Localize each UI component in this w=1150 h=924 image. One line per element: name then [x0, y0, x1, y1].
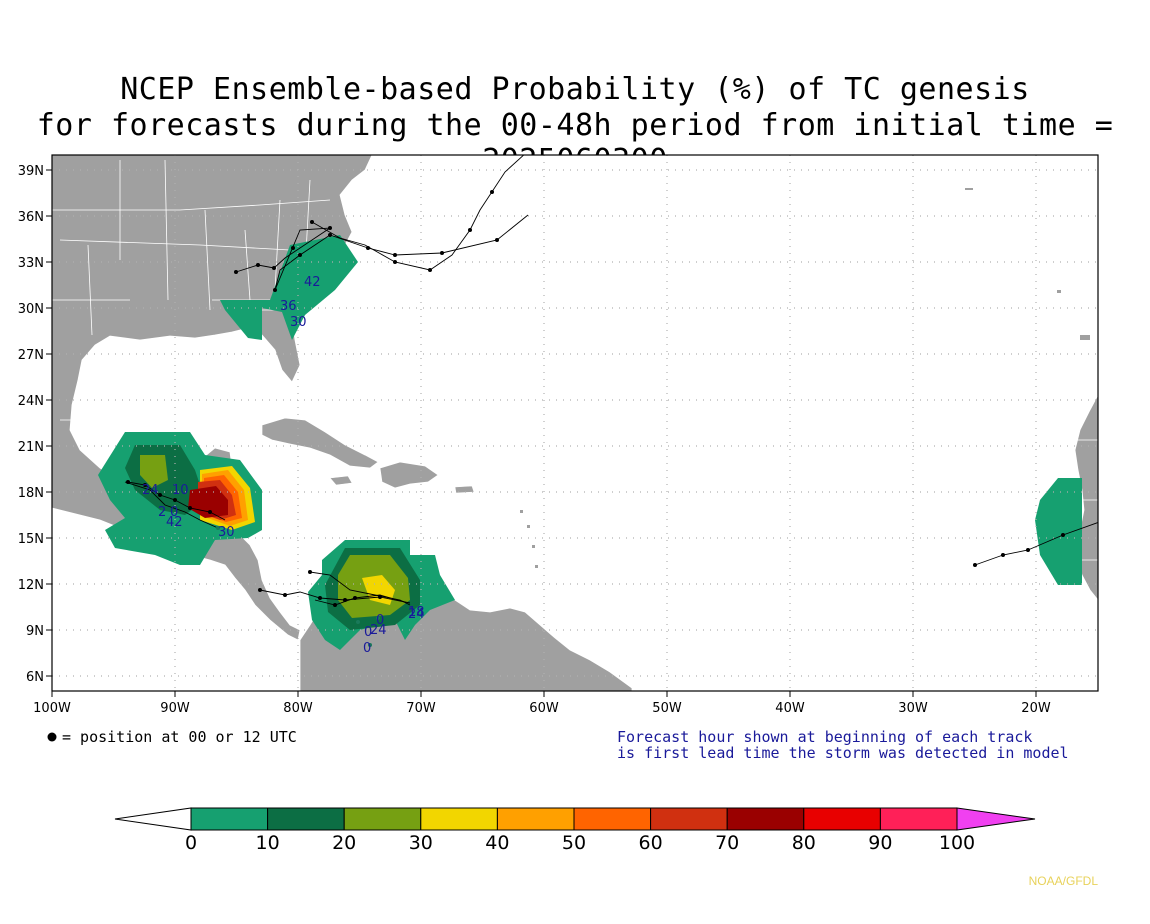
hour-label: 30 — [290, 315, 307, 330]
track-position-markers — [126, 190, 1065, 607]
colorbar-label: 0 — [185, 832, 197, 854]
lon-label: 60W — [529, 701, 559, 716]
colorbar-label: 10 — [256, 832, 280, 854]
lat-label: 6N — [26, 670, 44, 685]
colorbar-cell — [496, 807, 575, 831]
latitude-labels: 39N 36N 33N 30N 27N 24N 21N 18N 15N 12N … — [18, 164, 44, 685]
hour-label: 30 — [218, 525, 235, 540]
chart-subtitle: for forecasts during the 00-48h period f… — [36, 108, 1114, 178]
hour-label: 2 — [158, 505, 166, 520]
lon-label: 40W — [775, 701, 805, 716]
lat-label: 33N — [18, 256, 44, 271]
colorbar-label: 70 — [715, 832, 739, 854]
colorbar-cell — [343, 807, 422, 831]
colorbar-label: 20 — [332, 832, 356, 854]
lat-label: 21N — [18, 440, 44, 455]
lat-label: 36N — [18, 210, 44, 225]
lon-label: 100W — [33, 701, 71, 716]
axis-ticks — [46, 169, 1037, 697]
position-marker-icon — [47, 732, 57, 742]
longitude-labels: 100W 90W 80W 70W 60W 50W 40W 30W 20W — [33, 701, 1051, 716]
lat-label: 27N — [18, 348, 44, 363]
colorbar-cell — [267, 807, 345, 831]
colorbar-label: 30 — [409, 832, 433, 854]
hour-label: 24 — [370, 623, 387, 638]
hour-label: 18 — [408, 605, 425, 620]
colorbar-label: 100 — [939, 832, 975, 854]
lon-label: 50W — [652, 701, 682, 716]
hispaniola-land — [379, 461, 439, 489]
hour-label: 36 — [280, 299, 297, 314]
lat-label: 15N — [18, 532, 44, 547]
lon-label: 70W — [406, 701, 436, 716]
colorbar-high-arrow — [956, 807, 1036, 831]
hour-label: 0 — [363, 641, 371, 656]
cuba-land — [261, 417, 379, 469]
hour-label: 42 — [166, 515, 183, 530]
lon-label: 30W — [898, 701, 928, 716]
colorbar-label: 50 — [562, 832, 586, 854]
colorbar-label: 90 — [868, 832, 892, 854]
colorbar-cell — [190, 807, 269, 831]
colorbar-labels: 0 10 20 30 40 50 60 70 80 90 100 — [185, 832, 975, 854]
lat-label: 18N — [18, 486, 44, 501]
genesis-area-us-southeast — [220, 235, 358, 340]
colorbar-cell — [650, 807, 728, 831]
position-key-text: = position at 00 or 12 UTC — [62, 728, 297, 746]
credit-text: NOAA/GFDL — [1028, 874, 1098, 888]
jamaica-land — [329, 475, 353, 486]
colorbar-cell — [726, 807, 805, 831]
lat-label: 12N — [18, 578, 44, 593]
colorbar-cell — [420, 807, 498, 831]
lon-label: 90W — [160, 701, 190, 716]
hour-label: 10 — [172, 483, 189, 498]
forecast-note-line2: is first lead time the storm was detecte… — [617, 744, 1069, 762]
colorbar-cell — [573, 807, 652, 831]
forecast-note-line1: Forecast hour shown at beginning of each… — [617, 728, 1033, 746]
genesis-area-yucatan-30 — [140, 455, 168, 488]
hour-label: 0 — [170, 505, 178, 520]
lat-label: 9N — [26, 624, 44, 639]
colorbar-cell — [879, 807, 958, 831]
colorbar-label: 60 — [639, 832, 663, 854]
colorbar-cell — [803, 807, 881, 831]
puerto-rico-land — [454, 485, 475, 494]
hour-label: 0 — [364, 625, 372, 640]
genesis-area-east-atlantic — [1035, 478, 1082, 585]
map-frame — [51, 154, 1099, 692]
lon-label: 80W — [283, 701, 313, 716]
hour-label: 24 — [408, 607, 425, 622]
colorbar-label: 40 — [485, 832, 509, 854]
lon-label: 20W — [1021, 701, 1051, 716]
colorbar-low-arrow — [114, 807, 192, 831]
colorbar-label: 80 — [792, 832, 816, 854]
chart-title: NCEP Ensemble-based Probability (%) of T… — [120, 72, 1030, 107]
hour-label: 42 — [304, 275, 321, 290]
colorbar: 0 10 20 30 40 50 60 70 80 90 100 — [114, 807, 1036, 854]
small-islands — [520, 188, 1090, 568]
lat-label: 24N — [18, 394, 44, 409]
track-hour-labels: 42 36 30 10 2 0 24 42 30 0 24 0 0 18 24 — [142, 275, 425, 656]
lat-label: 39N — [18, 164, 44, 179]
track-start-markers — [216, 526, 380, 647]
lat-label: 30N — [18, 302, 44, 317]
hour-label: 0 — [376, 613, 384, 628]
hour-label: 24 — [142, 483, 159, 498]
